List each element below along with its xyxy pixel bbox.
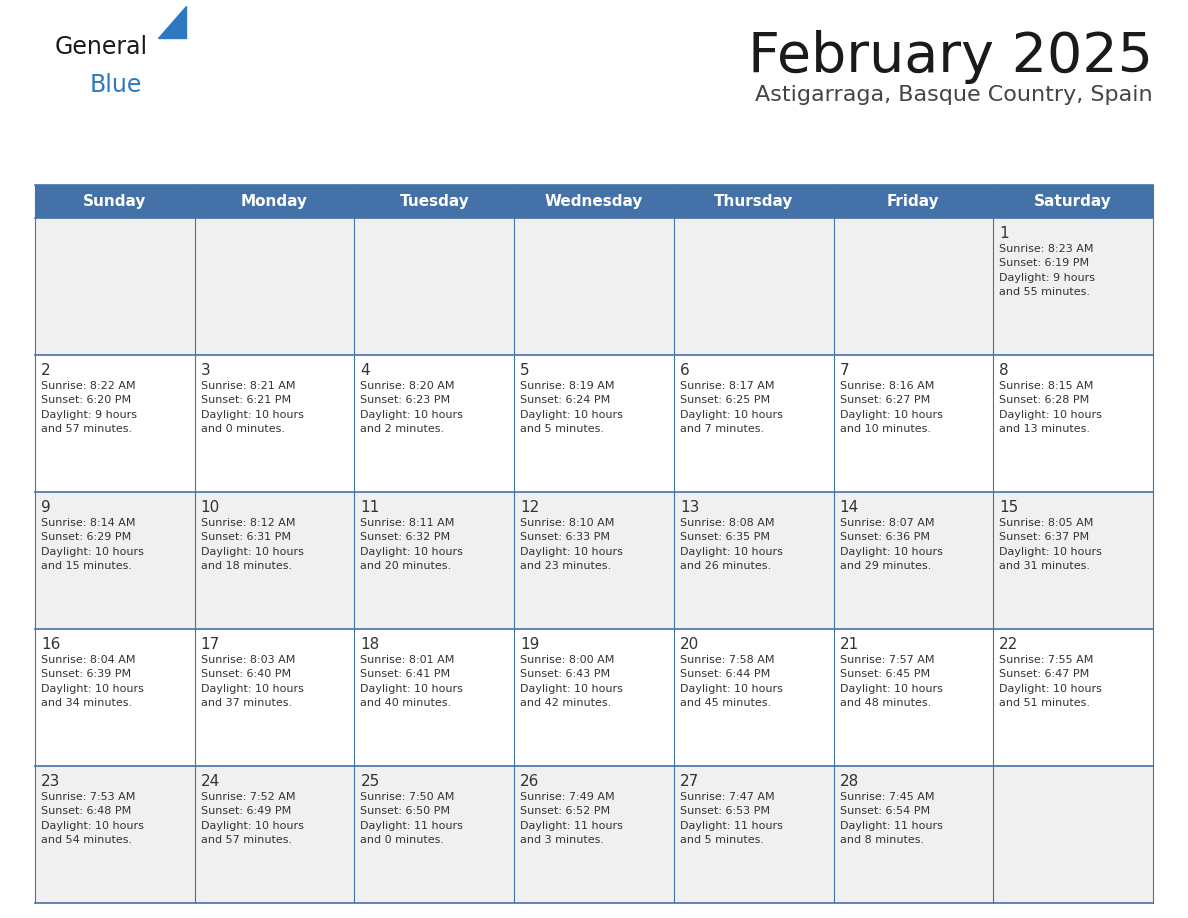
Text: Sunrise: 8:23 AM
Sunset: 6:19 PM
Daylight: 9 hours
and 55 minutes.: Sunrise: 8:23 AM Sunset: 6:19 PM Dayligh… bbox=[999, 244, 1095, 297]
Text: Sunrise: 7:58 AM
Sunset: 6:44 PM
Daylight: 10 hours
and 45 minutes.: Sunrise: 7:58 AM Sunset: 6:44 PM Dayligh… bbox=[680, 655, 783, 708]
Text: Sunrise: 8:05 AM
Sunset: 6:37 PM
Daylight: 10 hours
and 31 minutes.: Sunrise: 8:05 AM Sunset: 6:37 PM Dayligh… bbox=[999, 518, 1102, 571]
Text: Sunrise: 8:20 AM
Sunset: 6:23 PM
Daylight: 10 hours
and 2 minutes.: Sunrise: 8:20 AM Sunset: 6:23 PM Dayligh… bbox=[360, 381, 463, 434]
Text: 21: 21 bbox=[840, 637, 859, 652]
Text: Sunrise: 7:55 AM
Sunset: 6:47 PM
Daylight: 10 hours
and 51 minutes.: Sunrise: 7:55 AM Sunset: 6:47 PM Dayligh… bbox=[999, 655, 1102, 708]
Text: 13: 13 bbox=[680, 500, 700, 515]
Text: Sunday: Sunday bbox=[83, 194, 146, 209]
Text: 14: 14 bbox=[840, 500, 859, 515]
Text: 5: 5 bbox=[520, 363, 530, 378]
Text: 16: 16 bbox=[42, 637, 61, 652]
Text: Sunrise: 7:53 AM
Sunset: 6:48 PM
Daylight: 10 hours
and 54 minutes.: Sunrise: 7:53 AM Sunset: 6:48 PM Dayligh… bbox=[42, 792, 144, 845]
Text: 26: 26 bbox=[520, 774, 539, 789]
Text: Sunrise: 8:01 AM
Sunset: 6:41 PM
Daylight: 10 hours
and 40 minutes.: Sunrise: 8:01 AM Sunset: 6:41 PM Dayligh… bbox=[360, 655, 463, 708]
Text: Saturday: Saturday bbox=[1035, 194, 1112, 209]
Text: 3: 3 bbox=[201, 363, 210, 378]
Text: Sunrise: 7:49 AM
Sunset: 6:52 PM
Daylight: 11 hours
and 3 minutes.: Sunrise: 7:49 AM Sunset: 6:52 PM Dayligh… bbox=[520, 792, 623, 845]
Text: Sunrise: 8:11 AM
Sunset: 6:32 PM
Daylight: 10 hours
and 20 minutes.: Sunrise: 8:11 AM Sunset: 6:32 PM Dayligh… bbox=[360, 518, 463, 571]
Text: Sunrise: 8:15 AM
Sunset: 6:28 PM
Daylight: 10 hours
and 13 minutes.: Sunrise: 8:15 AM Sunset: 6:28 PM Dayligh… bbox=[999, 381, 1102, 434]
Text: 22: 22 bbox=[999, 637, 1018, 652]
Text: 10: 10 bbox=[201, 500, 220, 515]
Bar bbox=[34, 218, 1154, 355]
Text: Sunrise: 7:45 AM
Sunset: 6:54 PM
Daylight: 11 hours
and 8 minutes.: Sunrise: 7:45 AM Sunset: 6:54 PM Dayligh… bbox=[840, 792, 942, 845]
Text: Monday: Monday bbox=[241, 194, 308, 209]
Text: Astigarraga, Basque Country, Spain: Astigarraga, Basque Country, Spain bbox=[756, 85, 1154, 105]
Text: Sunrise: 8:22 AM
Sunset: 6:20 PM
Daylight: 9 hours
and 57 minutes.: Sunrise: 8:22 AM Sunset: 6:20 PM Dayligh… bbox=[42, 381, 137, 434]
Text: 1: 1 bbox=[999, 226, 1009, 241]
Text: Sunrise: 7:50 AM
Sunset: 6:50 PM
Daylight: 11 hours
and 0 minutes.: Sunrise: 7:50 AM Sunset: 6:50 PM Dayligh… bbox=[360, 792, 463, 845]
Polygon shape bbox=[158, 6, 187, 38]
Text: Sunrise: 8:08 AM
Sunset: 6:35 PM
Daylight: 10 hours
and 26 minutes.: Sunrise: 8:08 AM Sunset: 6:35 PM Dayligh… bbox=[680, 518, 783, 571]
Text: 28: 28 bbox=[840, 774, 859, 789]
Text: Sunrise: 7:52 AM
Sunset: 6:49 PM
Daylight: 10 hours
and 57 minutes.: Sunrise: 7:52 AM Sunset: 6:49 PM Dayligh… bbox=[201, 792, 304, 845]
Text: Sunrise: 8:00 AM
Sunset: 6:43 PM
Daylight: 10 hours
and 42 minutes.: Sunrise: 8:00 AM Sunset: 6:43 PM Dayligh… bbox=[520, 655, 623, 708]
Text: Sunrise: 8:14 AM
Sunset: 6:29 PM
Daylight: 10 hours
and 15 minutes.: Sunrise: 8:14 AM Sunset: 6:29 PM Dayligh… bbox=[42, 518, 144, 571]
Text: Sunrise: 7:57 AM
Sunset: 6:45 PM
Daylight: 10 hours
and 48 minutes.: Sunrise: 7:57 AM Sunset: 6:45 PM Dayligh… bbox=[840, 655, 942, 708]
Bar bbox=[34, 185, 1154, 218]
Text: Sunrise: 8:17 AM
Sunset: 6:25 PM
Daylight: 10 hours
and 7 minutes.: Sunrise: 8:17 AM Sunset: 6:25 PM Dayligh… bbox=[680, 381, 783, 434]
Text: 19: 19 bbox=[520, 637, 539, 652]
Text: Sunrise: 8:07 AM
Sunset: 6:36 PM
Daylight: 10 hours
and 29 minutes.: Sunrise: 8:07 AM Sunset: 6:36 PM Dayligh… bbox=[840, 518, 942, 571]
Text: 2: 2 bbox=[42, 363, 51, 378]
Text: Sunrise: 8:16 AM
Sunset: 6:27 PM
Daylight: 10 hours
and 10 minutes.: Sunrise: 8:16 AM Sunset: 6:27 PM Dayligh… bbox=[840, 381, 942, 434]
Text: 15: 15 bbox=[999, 500, 1018, 515]
Text: Thursday: Thursday bbox=[714, 194, 794, 209]
Text: 17: 17 bbox=[201, 637, 220, 652]
Text: Friday: Friday bbox=[887, 194, 940, 209]
Text: Wednesday: Wednesday bbox=[545, 194, 643, 209]
Text: 6: 6 bbox=[680, 363, 689, 378]
Text: 7: 7 bbox=[840, 363, 849, 378]
Text: Blue: Blue bbox=[90, 73, 143, 97]
Bar bbox=[34, 355, 1154, 492]
Text: Sunrise: 8:03 AM
Sunset: 6:40 PM
Daylight: 10 hours
and 37 minutes.: Sunrise: 8:03 AM Sunset: 6:40 PM Dayligh… bbox=[201, 655, 304, 708]
Text: 12: 12 bbox=[520, 500, 539, 515]
Bar bbox=[34, 766, 1154, 903]
Text: 20: 20 bbox=[680, 637, 699, 652]
Text: Sunrise: 8:21 AM
Sunset: 6:21 PM
Daylight: 10 hours
and 0 minutes.: Sunrise: 8:21 AM Sunset: 6:21 PM Dayligh… bbox=[201, 381, 304, 434]
Text: General: General bbox=[55, 35, 148, 59]
Text: 4: 4 bbox=[360, 363, 369, 378]
Text: Sunrise: 8:12 AM
Sunset: 6:31 PM
Daylight: 10 hours
and 18 minutes.: Sunrise: 8:12 AM Sunset: 6:31 PM Dayligh… bbox=[201, 518, 304, 571]
Text: 8: 8 bbox=[999, 363, 1009, 378]
Text: Tuesday: Tuesday bbox=[399, 194, 469, 209]
Text: Sunrise: 8:04 AM
Sunset: 6:39 PM
Daylight: 10 hours
and 34 minutes.: Sunrise: 8:04 AM Sunset: 6:39 PM Dayligh… bbox=[42, 655, 144, 708]
Text: Sunrise: 7:47 AM
Sunset: 6:53 PM
Daylight: 11 hours
and 5 minutes.: Sunrise: 7:47 AM Sunset: 6:53 PM Dayligh… bbox=[680, 792, 783, 845]
Bar bbox=[34, 629, 1154, 766]
Text: 9: 9 bbox=[42, 500, 51, 515]
Text: 18: 18 bbox=[360, 637, 380, 652]
Text: Sunrise: 8:10 AM
Sunset: 6:33 PM
Daylight: 10 hours
and 23 minutes.: Sunrise: 8:10 AM Sunset: 6:33 PM Dayligh… bbox=[520, 518, 623, 571]
Text: Sunrise: 8:19 AM
Sunset: 6:24 PM
Daylight: 10 hours
and 5 minutes.: Sunrise: 8:19 AM Sunset: 6:24 PM Dayligh… bbox=[520, 381, 623, 434]
Text: February 2025: February 2025 bbox=[748, 30, 1154, 84]
Text: 23: 23 bbox=[42, 774, 61, 789]
Bar bbox=[34, 492, 1154, 629]
Text: 25: 25 bbox=[360, 774, 380, 789]
Text: 24: 24 bbox=[201, 774, 220, 789]
Text: 11: 11 bbox=[360, 500, 380, 515]
Text: 27: 27 bbox=[680, 774, 699, 789]
